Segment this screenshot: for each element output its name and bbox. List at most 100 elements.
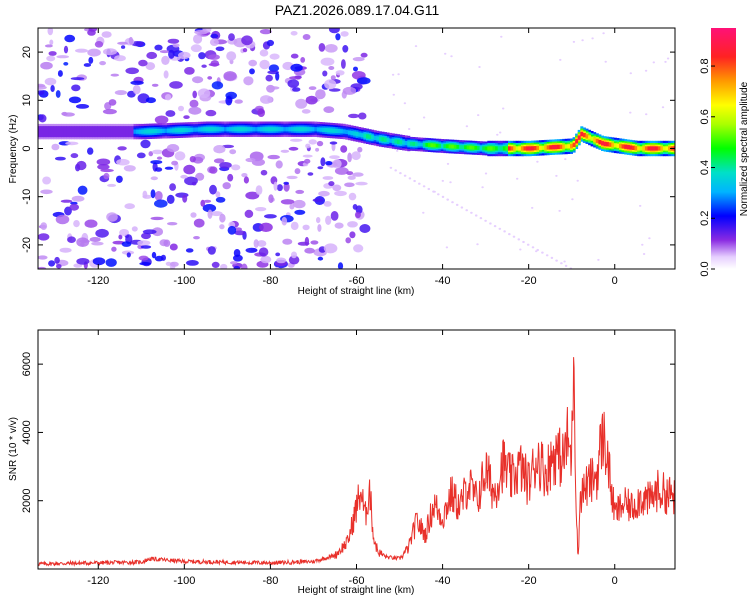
ridge-cell [451, 144, 455, 149]
spectrogram-ridge [38, 121, 675, 157]
ridge-cell [221, 127, 225, 132]
noise-cell [63, 62, 69, 66]
noise-cell [325, 215, 332, 225]
ridge-cell [123, 126, 127, 138]
noise-cell [337, 262, 344, 269]
noise-cell [245, 191, 260, 200]
noise-cell [160, 254, 166, 261]
noise-cell [184, 67, 195, 75]
ridge-cell [471, 145, 475, 150]
noise-cell [148, 151, 154, 157]
noise-cell [102, 108, 117, 115]
ridge-cell [63, 126, 67, 138]
ridge-cell [665, 146, 669, 151]
noise-cell [192, 90, 197, 99]
noise-cell [68, 96, 82, 104]
ridge-cell [293, 127, 297, 132]
ridge-cell [650, 146, 653, 151]
ridge-cell [169, 128, 173, 133]
ridge-cell [355, 132, 359, 137]
ridge-cell [580, 131, 584, 137]
noise-cell [139, 262, 152, 266]
noise-cell [76, 160, 87, 171]
noise-cell [145, 62, 156, 71]
colorbar-gradient [711, 28, 736, 269]
noise-cell [208, 54, 220, 60]
noise-cell [445, 246, 449, 249]
ridge-cell [252, 127, 256, 132]
ridge-cell [539, 145, 542, 151]
noise-cell [397, 73, 400, 76]
noise-cell [193, 218, 205, 228]
ridge-cell [371, 135, 375, 140]
noise-cell [259, 222, 273, 232]
noise-cell [209, 38, 219, 46]
noise-cell [121, 241, 132, 247]
noise-cell [73, 220, 80, 228]
ridge-cell [397, 139, 400, 144]
noise-cell [151, 149, 164, 155]
noise-cell [188, 106, 202, 115]
ridge-cell [637, 146, 641, 151]
noise-cell [154, 115, 169, 125]
noise-cell [138, 255, 149, 261]
noise-cell [264, 214, 277, 219]
noise-cell [348, 192, 357, 201]
noise-cell [290, 138, 303, 142]
noise-cell [190, 44, 202, 53]
noise-cell [67, 236, 76, 243]
noise-cell [130, 80, 144, 86]
noise-cell [46, 55, 56, 62]
ridge-cell [461, 145, 465, 150]
ridge-cell [502, 146, 506, 151]
ridge-cell [301, 127, 305, 132]
ridge-cell [381, 137, 385, 142]
ridge-cell [120, 126, 124, 138]
snr-line [38, 357, 675, 567]
noise-cell [128, 36, 134, 45]
ridge-cell [66, 126, 70, 138]
noise-cell [484, 219, 487, 222]
noise-cell [198, 52, 206, 60]
noise-cell [315, 89, 326, 100]
noise-cell [38, 83, 46, 88]
ridge-cell [198, 127, 202, 132]
noise-cell [101, 31, 112, 38]
noise-cell [164, 166, 174, 170]
ridge-cell [112, 126, 116, 138]
noise-cell [427, 187, 431, 191]
noise-cell [307, 172, 314, 176]
ridge-cell [200, 127, 204, 132]
noise-cell [44, 44, 53, 48]
noise-cell [243, 76, 254, 86]
ridge-cell [94, 126, 98, 138]
ridge-cell [267, 127, 271, 132]
ridge-cell [136, 129, 140, 134]
noise-cell [597, 258, 600, 261]
noise-cell [295, 98, 308, 109]
noise-cell [310, 240, 319, 245]
noise-cell [186, 260, 199, 266]
noise-cell [641, 243, 644, 246]
ridge-cell [164, 128, 168, 133]
noise-cell [57, 70, 63, 77]
noise-cell [359, 224, 371, 233]
ridge-cell [265, 127, 269, 132]
noise-cell [71, 195, 85, 202]
ridge-cell [192, 127, 196, 132]
ridge-cell [520, 146, 524, 151]
noise-cell [225, 95, 233, 106]
ridge-cell [187, 127, 191, 132]
noise-cell [209, 166, 218, 174]
noise-cell [191, 181, 197, 186]
ridge-cell [590, 136, 594, 141]
noise-cell [502, 107, 505, 110]
noise-cell [330, 211, 339, 221]
noise-cell [228, 33, 235, 41]
spectrogram-x-tick-label: -40 [435, 275, 451, 287]
ridge-cell [314, 127, 318, 132]
noise-cell [38, 266, 47, 269]
ridge-cell [40, 126, 44, 138]
noise-cell [125, 67, 139, 75]
ridge-cell [549, 145, 553, 150]
